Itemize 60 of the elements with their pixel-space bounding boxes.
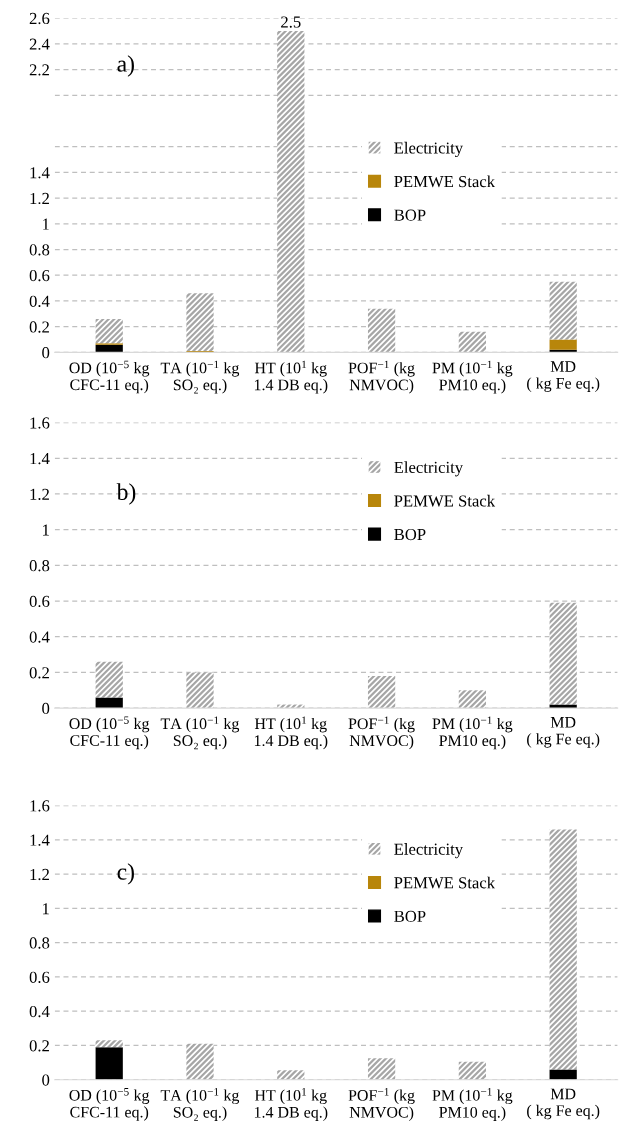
- y-tick-label: 1.6: [30, 800, 50, 812]
- x-tick-label: HT (10$^{1}$ kg 1.4 DB eq.): [254, 1088, 328, 1121]
- y-tick-label: 2.6: [29, 12, 50, 25]
- y-tick-label: 1.2: [30, 868, 49, 881]
- y-tick-label: 0.6: [29, 269, 50, 282]
- x-tick-label: MD ( kg Fe eq.): [527, 1088, 600, 1120]
- y-tick-label: 0.2: [29, 667, 49, 679]
- y-tick-label: 1.4: [30, 834, 50, 846]
- x-tick-label: MD ( kg Fe eq.): [527, 717, 600, 748]
- y-tick-label: 0: [42, 347, 50, 359]
- x-tick-label: HT (10$^{1}$ kg 1.4 DB eq.): [254, 716, 328, 750]
- y-tick-label: 0.4: [29, 1005, 50, 1018]
- x-tick-label: PM (10$^{−1}$ kg PM10 eq.): [432, 1088, 513, 1121]
- x-tick-label: PM (10$^{−1}$ kg PM10 eq.): [432, 360, 513, 394]
- x-tick-label: TA (10$^{−1}$ kg SO₂ eq.): [160, 716, 240, 750]
- y-tick-label: 2.4: [29, 38, 50, 50]
- x-tick-label: OD (10$^{−5}$ kg CFC-11 eq.): [69, 360, 150, 394]
- x-tick-label: TA (10$^{−1}$ kg SO₂ eq.): [160, 360, 240, 394]
- y-tick-label: 0: [42, 1074, 50, 1086]
- y-tick-label: 1.4: [30, 167, 50, 179]
- legend-label: Electricity: [394, 843, 464, 859]
- x-tick-label: TA (10$^{−1}$ kg SO₂ eq.): [160, 1088, 240, 1121]
- annotation: c): [117, 863, 134, 885]
- x-tick-label: PM (10$^{−1}$ kg PM10 eq.): [432, 716, 513, 750]
- y-tick-label: 0.6: [29, 595, 50, 608]
- y-tick-label: 2.2: [29, 64, 49, 76]
- legend-label: Electricity: [394, 141, 464, 158]
- y-tick-label: 0.8: [29, 937, 50, 949]
- legend-label: PEMWE Stack: [394, 494, 496, 507]
- y-tick-label: 0.4: [29, 295, 50, 307]
- x-tick-label: POF$^{−1}$ (kg NMVOC): [348, 1088, 415, 1121]
- y-tick-label: 0.8: [29, 560, 50, 572]
- x-tick-label: OD (10$^{−5}$ kg CFC-11 eq.): [69, 716, 150, 750]
- y-tick-label: 0: [42, 702, 50, 715]
- x-tick-label: MD ( kg Fe eq.): [527, 361, 600, 392]
- x-tick-label: OD (10$^{−5}$ kg CFC-11 eq.): [69, 1088, 150, 1121]
- y-tick-label: 0.6: [29, 971, 50, 983]
- annotation: a): [117, 55, 134, 77]
- legend-label: BOP: [394, 528, 426, 541]
- y-tick-label: 1.6: [30, 417, 50, 429]
- x-tick-label: POF$^{−1}$ (kg NMVOC): [348, 716, 415, 750]
- data-label: 2.5: [281, 16, 301, 28]
- y-tick-label: 0.4: [29, 631, 50, 643]
- y-tick-label: 1.4: [30, 453, 50, 465]
- x-tick-label: POF$^{−1}$ (kg NMVOC): [348, 360, 415, 394]
- y-tick-label: 0.2: [29, 1040, 49, 1052]
- legend-label: Electricity: [394, 461, 464, 477]
- legend-label: PEMWE Stack: [394, 876, 496, 889]
- y-tick-label: 1.2: [30, 192, 49, 205]
- legend-label: BOP: [394, 209, 426, 221]
- y-tick-label: 1: [43, 218, 49, 230]
- y-tick-label: 1.2: [30, 488, 49, 501]
- y-tick-label: 1: [43, 524, 49, 536]
- annotation: b): [116, 483, 136, 505]
- y-tick-label: 0.2: [29, 321, 49, 333]
- y-tick-label: 0.8: [29, 244, 50, 256]
- x-tick-label: HT (10$^{1}$ kg 1.4 DB eq.): [254, 360, 328, 394]
- legend-label: PEMWE Stack: [394, 175, 496, 188]
- legend-label: BOP: [394, 910, 426, 922]
- y-tick-label: 1: [43, 903, 49, 915]
